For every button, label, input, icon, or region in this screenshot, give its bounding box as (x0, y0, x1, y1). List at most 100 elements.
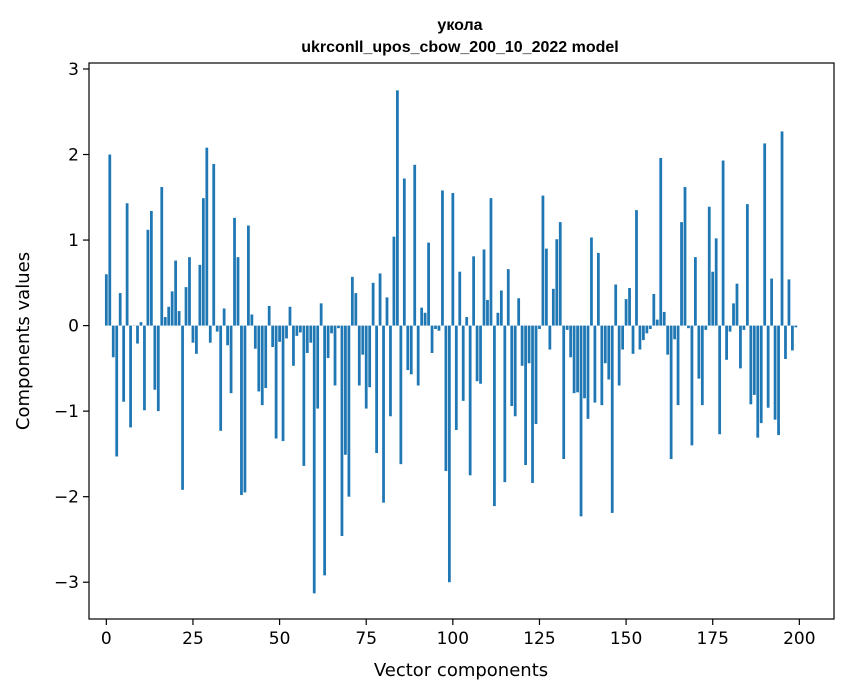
y-tick-label: 3 (68, 60, 79, 80)
bar-13 (149, 210, 153, 326)
y-axis-ticks: 3 2 1 0 −1 −2 −3 (54, 60, 89, 593)
bar-119 (517, 298, 521, 326)
bar-19 (170, 291, 174, 326)
bar-25 (191, 325, 195, 343)
bar-164 (673, 325, 676, 340)
bar-89 (413, 164, 417, 326)
bar-127 (545, 248, 548, 326)
bar-35 (226, 325, 229, 346)
bar-52 (285, 325, 288, 339)
bar-86 (402, 178, 406, 326)
bar-92 (423, 312, 427, 326)
bar-57 (302, 325, 306, 466)
bar-166 (680, 222, 683, 326)
bar-79 (378, 273, 382, 326)
bar-31 (212, 163, 216, 326)
bar-150 (624, 299, 628, 326)
x-tick-label: 150 (610, 629, 642, 649)
bar-94 (430, 325, 434, 353)
bar-110 (486, 299, 489, 326)
bar-123 (531, 325, 534, 483)
bar-177 (718, 325, 722, 435)
x-tick-label: 25 (182, 629, 204, 649)
bar-5 (122, 325, 126, 402)
bar-61 (316, 325, 320, 409)
bar-100 (451, 193, 455, 326)
bar-190 (763, 143, 767, 326)
bar-63 (323, 325, 327, 576)
bar-117 (510, 325, 514, 407)
bar-65 (330, 325, 333, 334)
bar-78 (375, 325, 378, 454)
bar-173 (704, 325, 708, 330)
y-tick-label: 2 (68, 146, 79, 166)
bar-170 (694, 257, 697, 326)
x-axis-ticks: 0 25 50 75 100 125 150 175 200 (101, 619, 816, 649)
bar-27 (198, 264, 202, 326)
bar-40 (243, 325, 247, 493)
bar-105 (468, 325, 472, 476)
bar-85 (399, 325, 403, 465)
bar-176 (714, 238, 718, 326)
bar-169 (690, 325, 694, 446)
bar-97 (441, 190, 444, 326)
y-tick-label: 1 (68, 231, 79, 251)
bar-129 (551, 288, 555, 326)
bar-99 (447, 325, 451, 583)
bar-108 (479, 325, 482, 384)
bar-183 (739, 325, 742, 369)
bar-124 (534, 325, 538, 424)
bar-185 (745, 204, 749, 326)
bar-158 (652, 293, 656, 326)
bar-77 (371, 282, 375, 326)
bar-154 (638, 325, 642, 350)
bar-84 (396, 90, 399, 326)
bar-72 (354, 293, 358, 326)
bar-144 (603, 325, 607, 364)
x-tick-label: 125 (523, 629, 555, 649)
bar-44 (257, 325, 261, 392)
bar-155 (642, 325, 645, 341)
bar-48 (271, 325, 275, 347)
bar-42 (250, 314, 254, 326)
y-tick-label: 0 (68, 317, 79, 337)
bar-7 (129, 325, 132, 428)
bar-143 (600, 325, 604, 406)
bar-50 (278, 325, 281, 342)
bar-68 (340, 325, 344, 537)
bar-9 (136, 325, 139, 344)
bar-88 (409, 325, 413, 375)
bar-121 (524, 325, 527, 466)
x-tick-label: 0 (101, 629, 112, 649)
bar-151 (628, 287, 631, 326)
bar-98 (444, 325, 448, 472)
bar-45 (260, 325, 264, 406)
bar-102 (458, 271, 462, 326)
bar-152 (631, 325, 635, 354)
bar-120 (520, 325, 524, 366)
chart-title-line1: укола (437, 17, 482, 34)
bar-181 (732, 303, 735, 326)
bar-75 (364, 325, 368, 409)
bar-184 (742, 325, 746, 330)
bar-116 (506, 269, 510, 326)
bar-23 (184, 287, 188, 326)
bar-28 (201, 198, 205, 326)
bar-17 (163, 317, 167, 326)
bar-101 (454, 325, 458, 430)
bar-186 (749, 325, 753, 405)
bar-130 (555, 239, 559, 326)
bar-114 (499, 290, 503, 326)
bar-128 (548, 325, 552, 350)
x-tick-label: 200 (783, 629, 815, 649)
bar-83 (392, 236, 396, 326)
bar-148 (617, 325, 621, 386)
bar-156 (645, 325, 649, 334)
bar-67 (337, 325, 340, 329)
bar-171 (697, 325, 701, 379)
bar-12 (146, 229, 150, 326)
bar-51 (281, 325, 285, 442)
bar-142 (596, 252, 600, 326)
bar-106 (472, 256, 476, 326)
bar-15 (156, 325, 160, 412)
